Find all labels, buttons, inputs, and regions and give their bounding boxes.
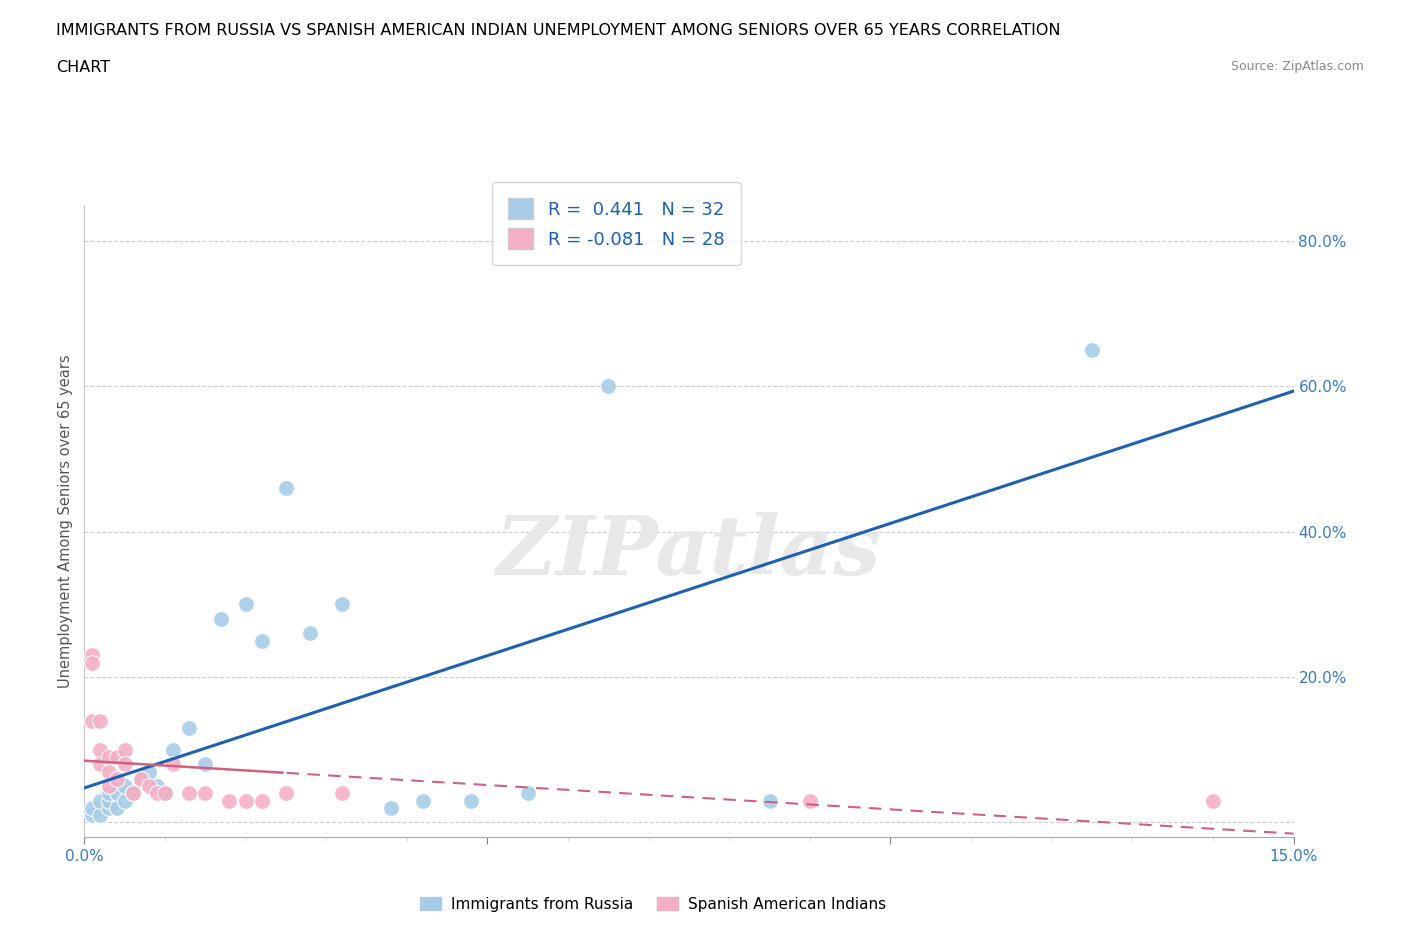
Point: [138, 778, 160, 793]
Point: [412, 793, 434, 808]
Point: [121, 786, 143, 801]
Text: ZIPatlas: ZIPatlas: [496, 512, 882, 592]
Point: [89, 757, 111, 772]
Text: CHART: CHART: [56, 60, 110, 75]
Point: [274, 786, 297, 801]
Point: [194, 757, 217, 772]
Point: [89, 793, 111, 808]
Point: [153, 786, 176, 801]
Point: [82, 655, 104, 670]
Point: [274, 481, 297, 496]
Point: [97, 750, 120, 764]
Point: [89, 713, 111, 728]
Point: [82, 801, 104, 816]
Point: [82, 648, 104, 663]
Point: [299, 626, 322, 641]
Point: [114, 793, 136, 808]
Point: [146, 786, 169, 801]
Point: [1081, 342, 1104, 357]
Point: [82, 808, 104, 823]
Legend: Immigrants from Russia, Spanish American Indians: Immigrants from Russia, Spanish American…: [413, 890, 893, 918]
Point: [114, 778, 136, 793]
Point: [162, 742, 184, 757]
Point: [758, 793, 780, 808]
Point: [114, 757, 136, 772]
Point: [153, 786, 176, 801]
Point: [105, 771, 128, 786]
Point: [97, 786, 120, 801]
Point: [235, 597, 257, 612]
Point: [460, 793, 482, 808]
Point: [97, 778, 120, 793]
Point: [97, 793, 120, 808]
Point: [330, 597, 353, 612]
Point: [598, 379, 620, 393]
Point: [179, 721, 201, 736]
Text: IMMIGRANTS FROM RUSSIA VS SPANISH AMERICAN INDIAN UNEMPLOYMENT AMONG SENIORS OVE: IMMIGRANTS FROM RUSSIA VS SPANISH AMERIC…: [56, 23, 1060, 38]
Point: [146, 778, 169, 793]
Point: [89, 742, 111, 757]
Point: [209, 612, 232, 627]
Point: [218, 793, 240, 808]
Point: [380, 801, 402, 816]
Point: [121, 786, 143, 801]
Point: [114, 742, 136, 757]
Point: [799, 793, 821, 808]
Point: [250, 793, 273, 808]
Point: [97, 764, 120, 779]
Point: [89, 808, 111, 823]
Point: [105, 786, 128, 801]
Point: [162, 757, 184, 772]
Point: [330, 786, 353, 801]
Point: [250, 633, 273, 648]
Point: [138, 764, 160, 779]
Point: [235, 793, 257, 808]
Point: [179, 786, 201, 801]
Point: [105, 750, 128, 764]
Point: [194, 786, 217, 801]
Point: [129, 771, 152, 786]
Point: [97, 801, 120, 816]
Point: [105, 801, 128, 816]
Y-axis label: Unemployment Among Seniors over 65 years: Unemployment Among Seniors over 65 years: [58, 354, 73, 687]
Point: [516, 786, 538, 801]
Point: [1202, 793, 1225, 808]
Point: [82, 713, 104, 728]
Text: Source: ZipAtlas.com: Source: ZipAtlas.com: [1230, 60, 1364, 73]
Point: [129, 771, 152, 786]
